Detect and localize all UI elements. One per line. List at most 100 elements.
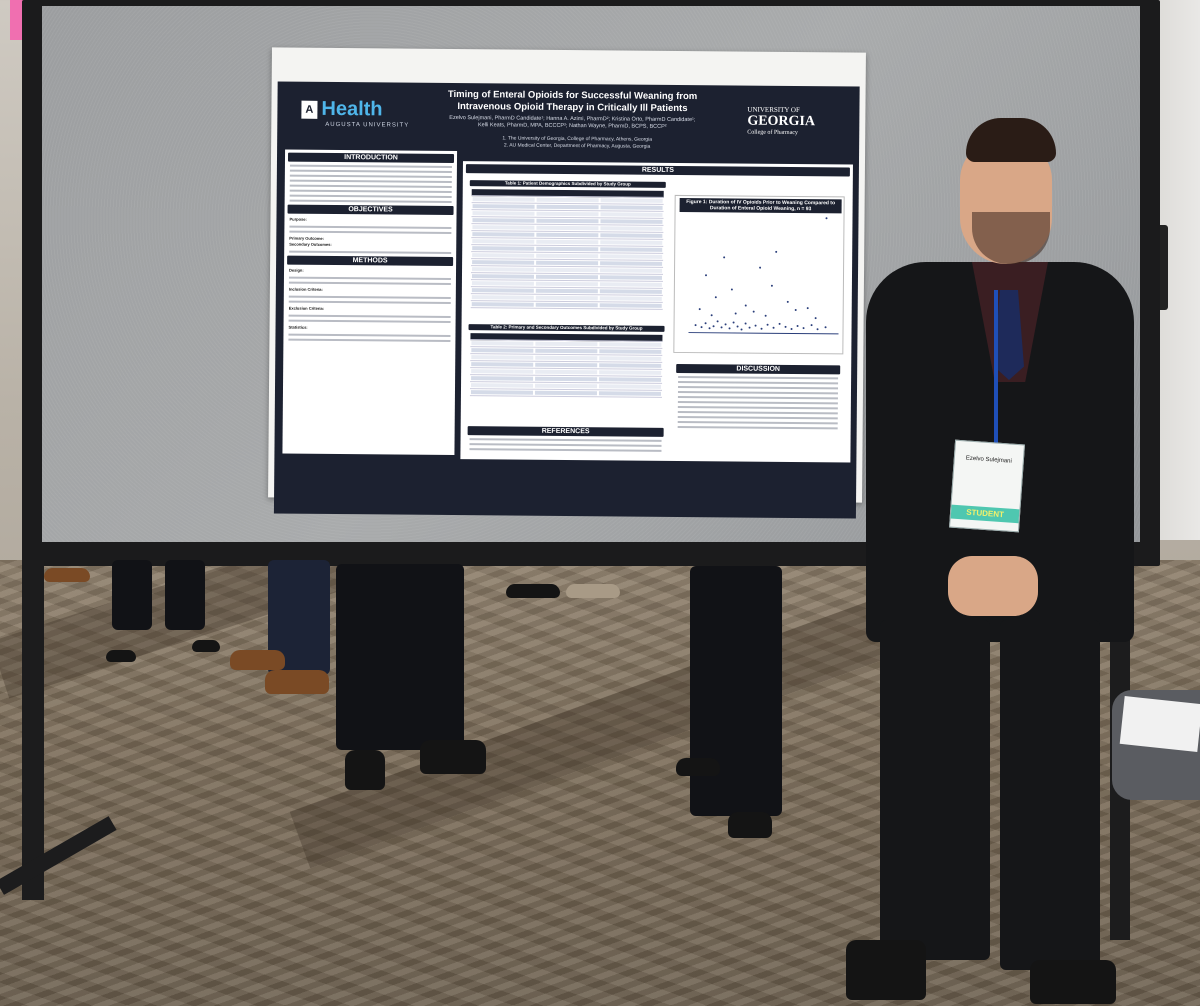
figure1-point (708, 327, 711, 330)
figure1-point (825, 217, 828, 220)
figure1-point (732, 321, 735, 324)
visitor-shoe (345, 750, 385, 790)
figure1-point (744, 322, 747, 325)
figure1-point (736, 325, 739, 328)
figure1-point (759, 266, 762, 269)
figure1-point (698, 308, 701, 311)
section-references: REFERENCES (467, 426, 664, 437)
objective-secondary-label: Secondary Outcomes: (289, 241, 332, 247)
lanyard (994, 290, 998, 446)
table2-body (469, 333, 663, 398)
visitor-shoe (728, 812, 772, 838)
figure1-point (724, 323, 727, 326)
figure1-point (816, 328, 819, 331)
figure1-point (740, 328, 743, 331)
augusta-health-logo: A Health (301, 97, 383, 122)
uga-logo-line2: GEORGIA (747, 113, 816, 130)
presenter-leg-left (880, 620, 990, 960)
visitor-shoe (566, 584, 620, 598)
objective-purpose: Purpose: (284, 217, 456, 225)
table2-title: Table 2: Primary and Secondary Outcomes … (468, 324, 665, 332)
figure1-point (814, 317, 817, 320)
poster-body: A Health AUGUSTA UNIVERSITY Timing of Ent… (273, 81, 860, 519)
uga-pharmacy-logo: UNIVERSITY OF GEORGIA College of Pharmac… (747, 106, 815, 137)
figure1-point (716, 320, 719, 323)
visitor-shoe (44, 568, 90, 582)
visitor-shoe (192, 640, 220, 652)
visitor-shoe (106, 650, 136, 662)
figure1-point (752, 310, 755, 313)
figure1-point (754, 324, 757, 327)
figure1-point (810, 324, 813, 327)
figure1-point (712, 325, 715, 328)
figure1-point (760, 327, 763, 330)
figure1-point (728, 327, 731, 330)
presenter-shoe-right (1030, 960, 1116, 1004)
section-discussion: DISCUSSION (676, 363, 841, 375)
visitor-shoe (230, 650, 285, 670)
visitor-shoe (420, 740, 486, 774)
discussion-block: DISCUSSION (673, 361, 844, 432)
presenter-leg-right (1000, 620, 1100, 970)
presenter-hands (948, 556, 1038, 616)
poster-authors: Ezelvo Sulejmani, PharmD Candidate¹; Han… (407, 115, 737, 132)
methods-design: Design: (284, 268, 456, 276)
figure1-point (778, 322, 781, 325)
figure1-point (772, 326, 775, 329)
figure1-title: Figure 1: Duration of IV Opioids Prior t… (679, 197, 842, 214)
section-introduction: INTRODUCTION (287, 152, 455, 164)
poster-left-column: INTRODUCTION OBJECTIVES Purpose: Primary… (282, 149, 458, 456)
table1-title: Table 1: Patient Demographics Subdivided… (469, 180, 666, 188)
figure1-point (796, 325, 799, 328)
figure1-point (806, 307, 809, 310)
figure1-point (770, 284, 773, 287)
table1-body (470, 189, 664, 310)
objective-purpose-label: Purpose: (289, 216, 307, 222)
methods-inclusion-label: Inclusion Criteria: (288, 286, 323, 292)
figure1-point (704, 274, 708, 277)
methods-design-label: Design: (289, 267, 304, 273)
figure1-point (748, 326, 751, 329)
figure1-trendline (688, 332, 839, 335)
methods-exclusion-label: Exclusion Criteria: (288, 305, 325, 311)
figure1-point (710, 314, 713, 317)
visitor-legs (165, 560, 205, 630)
objective-secondary: Secondary Outcomes: (284, 242, 456, 250)
figure1-point (714, 296, 717, 299)
figure1-point (766, 323, 769, 326)
badge-name: Ezelvo Sulejmani (965, 455, 1012, 465)
figure1-point (790, 327, 793, 330)
poster-results-panel: RESULTS Table 1: Patient Demographics Su… (460, 161, 853, 463)
figure1-point (734, 312, 737, 315)
table2: Table 2: Primary and Secondary Outcomes … (465, 321, 668, 401)
presenter-shoe-left (846, 940, 926, 1000)
methods-inclusion: Inclusion Criteria: (284, 287, 456, 295)
visitor-legs (112, 560, 152, 630)
figure1-point (794, 308, 797, 312)
visitor-shoe (506, 584, 560, 598)
figure1-point (723, 256, 726, 259)
figure1-point (704, 322, 707, 325)
visitor-legs (336, 564, 464, 750)
figure1-point (824, 326, 827, 329)
methods-statistics-label: Statistics: (288, 324, 308, 330)
logo-health-text: Health (321, 97, 383, 121)
presenter-hair (966, 118, 1056, 162)
figure1-point (786, 300, 789, 303)
presenter-tie (994, 290, 1024, 380)
objective-primary-label: Primary Outcome: (289, 235, 325, 241)
figure1-point (694, 324, 697, 327)
affiliation-2: 2. AU Medical Center, Department of Phar… (503, 142, 651, 150)
figure1-point (775, 250, 778, 253)
figure1-point (802, 327, 805, 330)
figure1-point (700, 326, 703, 329)
figure1-scatter: Figure 1: Duration of IV Opioids Prior t… (673, 194, 845, 355)
section-methods: METHODS (287, 255, 454, 267)
presenter-beard (972, 212, 1050, 264)
board-leg-left (22, 560, 44, 900)
figure1-point (744, 304, 747, 307)
table1: Table 1: Patient Demographics Subdivided… (466, 177, 669, 313)
visitor-shoe (676, 758, 720, 776)
poster-title: Timing of Enteral Opioids for Successful… (407, 89, 737, 116)
section-results: RESULTS (465, 164, 850, 177)
